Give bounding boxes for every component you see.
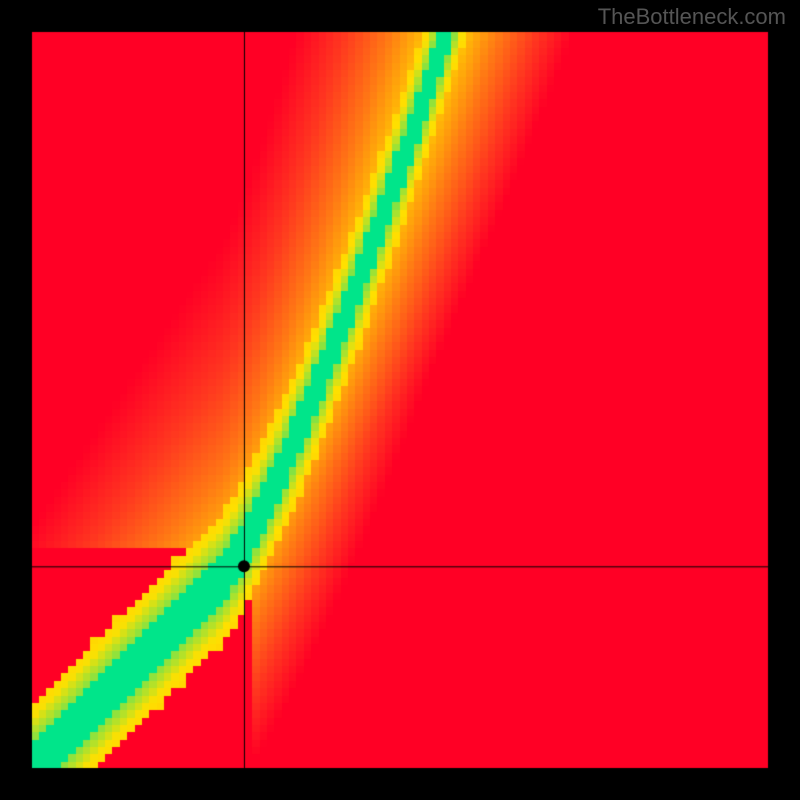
bottleneck-heatmap [0,0,800,800]
watermark-text: TheBottleneck.com [598,4,786,30]
